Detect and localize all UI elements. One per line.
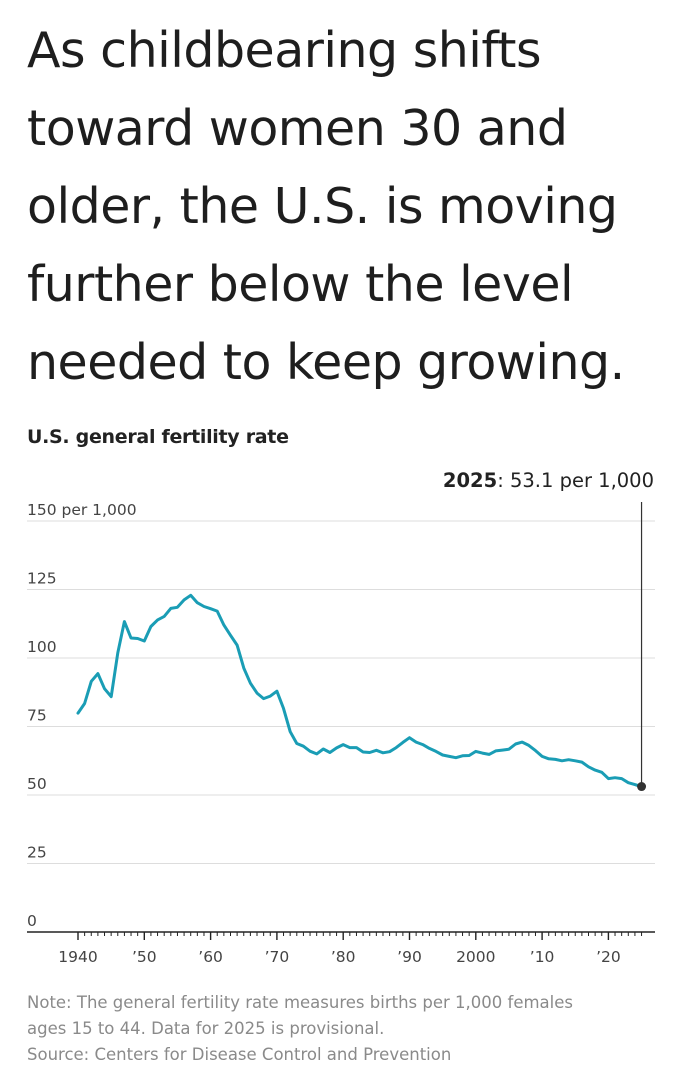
source-text: Source: Centers for Disease Control and … — [27, 1045, 452, 1064]
gridlines — [27, 520, 655, 864]
x-axis: 1940 ’50 ’60 ’70 ’80 ’90 2000 ’10 ’20 — [27, 931, 655, 966]
y-tick-label-0: 0 — [27, 912, 37, 930]
y-tick-label-75: 75 — [27, 707, 47, 725]
x-tick-label-1940: 1940 — [58, 948, 97, 966]
y-tick-label-25: 25 — [27, 844, 47, 862]
x-tick-label-2000: 2000 — [456, 948, 495, 966]
y-axis-labels: 0 25 50 75 100 125 150 per 1,000 — [27, 501, 137, 930]
annotation-value: : 53.1 per 1,000 — [497, 469, 654, 492]
note-line-1: Note: The general fertility rate measure… — [27, 993, 573, 1012]
x-tick-label-2010: ’10 — [530, 948, 555, 966]
series-layer — [76, 593, 643, 788]
annotation-label: 2025: 53.1 per 1,000 — [443, 469, 654, 492]
x-tick-label-1950: ’50 — [132, 948, 157, 966]
y-tick-label-150: 150 per 1,000 — [27, 501, 137, 519]
x-tick-label-1960: ’60 — [198, 948, 223, 966]
x-tick-label-2020: ’20 — [596, 948, 621, 966]
series-line-0 — [76, 593, 643, 788]
y-tick-label-125: 125 — [27, 570, 57, 588]
x-tick-label-1990: ’90 — [397, 948, 422, 966]
x-tick-label-1970: ’70 — [265, 948, 290, 966]
chart-footer: Note: The general fertility rate measure… — [27, 990, 667, 1068]
x-tick-label-1980: ’80 — [331, 948, 356, 966]
y-tick-label-100: 100 — [27, 638, 57, 656]
endpoint-marker-2025 — [637, 782, 647, 792]
chart-title: U.S. general fertility rate — [27, 426, 289, 448]
annotation-layer: 2025: 53.1 per 1,000 — [443, 469, 654, 792]
y-tick-label-50: 50 — [27, 775, 47, 793]
annotation-year: 2025 — [443, 469, 497, 492]
fertility-rate-line-chart: 0 25 50 75 100 125 150 per 1,000 1940 ’50 ’60 ’70… — [27, 469, 655, 966]
note-line-2: ages 15 to 44. Data for 2025 is provisio… — [27, 1019, 385, 1038]
headline: As childbearing shifts toward women 30 a… — [27, 22, 625, 391]
